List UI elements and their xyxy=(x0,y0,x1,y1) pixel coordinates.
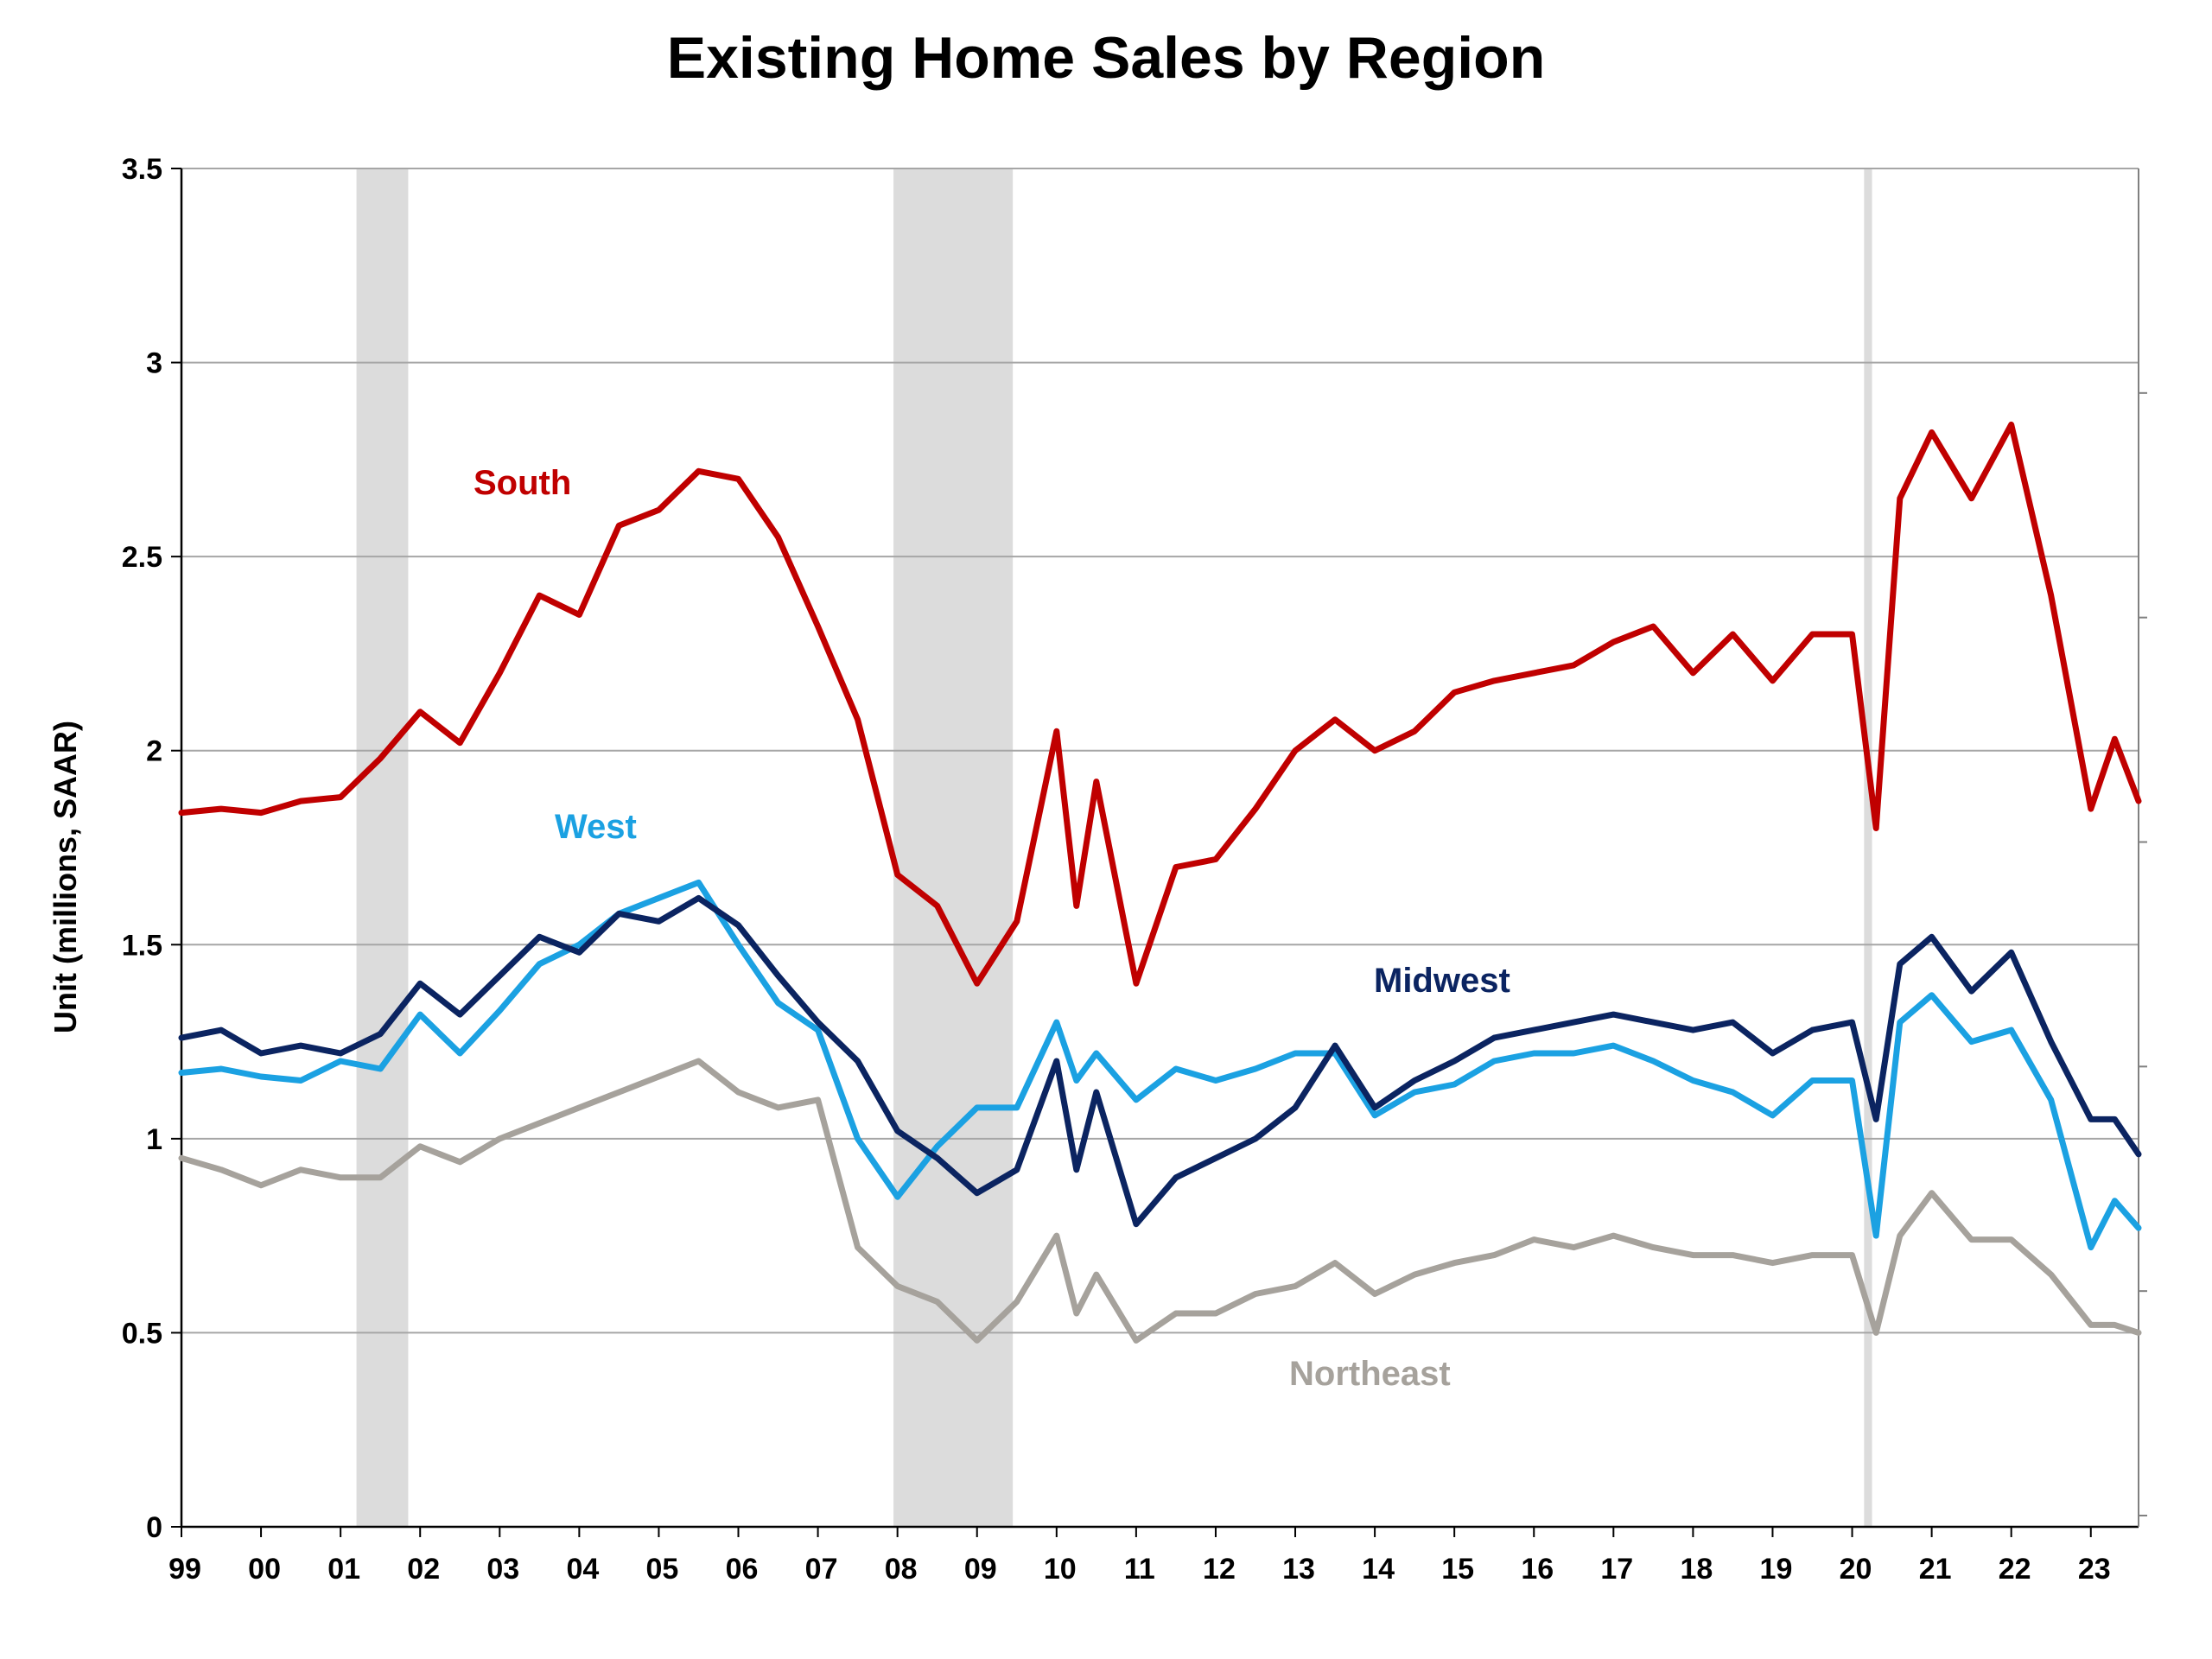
x-tick-label: 10 xyxy=(1044,1553,1077,1586)
series-label-south: South xyxy=(474,464,571,502)
x-tick-label: 09 xyxy=(964,1553,997,1586)
y-tick-label: 1.5 xyxy=(122,929,162,962)
x-tick-label: 14 xyxy=(1362,1553,1395,1586)
y-tick-label: 2.5 xyxy=(122,541,162,574)
y-axis-title: Unit (millions, SAAR) xyxy=(48,721,83,1033)
series-labels: South West Midwest Northeast xyxy=(474,464,1510,1393)
x-tick-label: 06 xyxy=(726,1553,759,1586)
recession-band-1 xyxy=(356,168,409,1527)
x-tick-label: 17 xyxy=(1600,1553,1633,1586)
y-tick-label: 2 xyxy=(146,735,162,768)
recession-band-3 xyxy=(1864,168,1872,1527)
axes: 0 0.5 1 1.5 2 2.5 3 3.5 99 00 01 02 03 04 05 06 07 08 09 10… xyxy=(122,153,2147,1586)
x-tick-label: 20 xyxy=(1840,1553,1872,1586)
chart-title: Existing Home Sales by Region xyxy=(666,25,1546,91)
x-tick-label: 05 xyxy=(646,1553,679,1586)
x-tick-label: 21 xyxy=(1919,1553,1952,1586)
series-label-midwest: Midwest xyxy=(1374,962,1510,1000)
x-tick-label: 03 xyxy=(486,1553,519,1586)
x-tick-label: 11 xyxy=(1124,1553,1155,1586)
series-label-northeast: Northeast xyxy=(1289,1355,1451,1393)
x-tick-label: 16 xyxy=(1521,1553,1554,1586)
x-tick-label: 19 xyxy=(1760,1553,1793,1586)
y-tick-label: 0 xyxy=(146,1511,162,1544)
x-tick-label: 15 xyxy=(1441,1553,1474,1586)
recession-bands xyxy=(356,168,1872,1527)
series-label-west: West xyxy=(555,808,637,846)
series-line-west xyxy=(178,879,2142,1251)
gridlines xyxy=(181,168,2139,1334)
recession-band-2 xyxy=(893,168,1014,1527)
x-tick-label: 04 xyxy=(566,1553,599,1586)
x-tick-label: 99 xyxy=(168,1553,201,1586)
x-tick-label: 00 xyxy=(248,1553,281,1586)
x-tick-label: 01 xyxy=(327,1553,360,1586)
y-tick-label: 0.5 xyxy=(122,1317,162,1350)
y-tick-label: 3.5 xyxy=(122,153,162,186)
series-line-midwest xyxy=(178,894,2142,1228)
series-line-northeast xyxy=(178,1058,2142,1344)
series-lines xyxy=(178,421,2142,1344)
x-tick-label: 07 xyxy=(805,1553,838,1586)
x-tick-label: 08 xyxy=(885,1553,918,1586)
y-tick-label: 3 xyxy=(146,347,162,380)
series-line-south xyxy=(178,421,2142,987)
x-tick-label: 18 xyxy=(1680,1553,1713,1586)
x-tick-label: 22 xyxy=(1999,1553,2031,1586)
y-tick-label: 1 xyxy=(146,1123,162,1156)
x-tick-label: 23 xyxy=(2078,1553,2111,1586)
x-tick-label: 12 xyxy=(1203,1553,1236,1586)
x-tick-label: 13 xyxy=(1282,1553,1315,1586)
x-tick-label: 02 xyxy=(407,1553,440,1586)
